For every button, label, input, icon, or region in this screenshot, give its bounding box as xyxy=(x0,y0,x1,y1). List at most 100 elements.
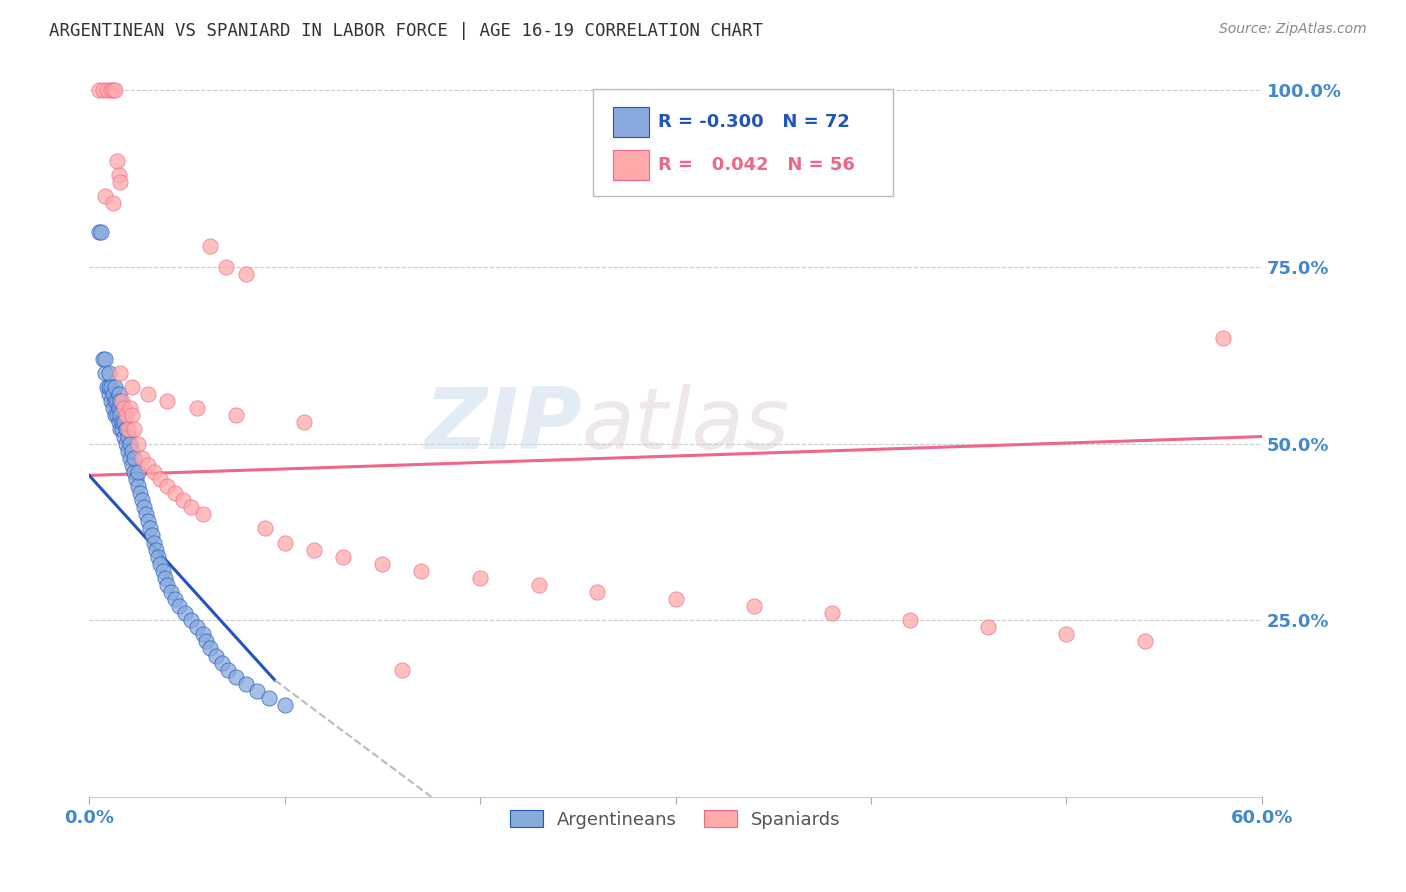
Point xyxy=(122,422,145,436)
Text: ZIP: ZIP xyxy=(425,384,582,467)
Point xyxy=(101,196,124,211)
Point xyxy=(110,409,132,423)
Point xyxy=(1212,331,1234,345)
Point xyxy=(898,613,921,627)
Point xyxy=(110,394,132,409)
Point xyxy=(186,401,208,416)
Point xyxy=(107,401,129,416)
Point xyxy=(94,351,117,366)
Point xyxy=(191,627,214,641)
Point xyxy=(111,422,134,436)
Point xyxy=(215,260,238,274)
Point xyxy=(186,620,208,634)
Text: R = -0.300   N = 72: R = -0.300 N = 72 xyxy=(658,113,849,131)
Point xyxy=(105,154,128,169)
Point xyxy=(977,620,1000,634)
Point xyxy=(148,472,170,486)
Point xyxy=(104,409,127,423)
Point xyxy=(145,542,167,557)
Point xyxy=(135,508,157,522)
Point xyxy=(156,578,179,592)
Point xyxy=(97,387,120,401)
Point xyxy=(97,366,120,380)
Point xyxy=(91,83,114,97)
Point xyxy=(87,225,110,239)
Point xyxy=(273,698,295,712)
Text: atlas: atlas xyxy=(582,384,790,467)
Point xyxy=(107,168,129,182)
Point xyxy=(115,436,138,450)
Point xyxy=(120,450,142,465)
Point xyxy=(97,380,120,394)
Point xyxy=(235,267,257,281)
Point xyxy=(225,409,247,423)
Point xyxy=(132,500,155,515)
Point xyxy=(91,351,114,366)
FancyBboxPatch shape xyxy=(593,88,893,196)
Point xyxy=(110,422,132,436)
Point xyxy=(136,458,159,472)
Point xyxy=(180,500,202,515)
Point xyxy=(167,599,190,613)
Point xyxy=(117,429,139,443)
Point xyxy=(121,409,143,423)
Point xyxy=(195,634,218,648)
Point xyxy=(1133,634,1156,648)
Point xyxy=(156,479,179,493)
Point xyxy=(122,450,145,465)
Point xyxy=(112,401,135,416)
Point xyxy=(142,465,165,479)
Point xyxy=(112,416,135,430)
Point xyxy=(111,394,134,409)
Point xyxy=(136,387,159,401)
Point xyxy=(742,599,765,613)
Point xyxy=(586,585,609,599)
Point xyxy=(120,436,142,450)
Point xyxy=(292,416,315,430)
Legend: Argentineans, Spaniards: Argentineans, Spaniards xyxy=(503,803,848,836)
Point xyxy=(105,409,128,423)
Point xyxy=(100,380,122,394)
FancyBboxPatch shape xyxy=(613,150,648,179)
Point xyxy=(111,416,134,430)
FancyBboxPatch shape xyxy=(613,107,648,136)
Point xyxy=(101,387,124,401)
Text: R =   0.042   N = 56: R = 0.042 N = 56 xyxy=(658,156,855,174)
Point xyxy=(391,663,413,677)
Point xyxy=(246,683,269,698)
Point xyxy=(165,486,187,500)
Point xyxy=(332,549,354,564)
Point xyxy=(110,366,132,380)
Point xyxy=(468,571,491,585)
Point xyxy=(821,606,844,620)
Point xyxy=(273,535,295,549)
Point xyxy=(127,465,149,479)
Point xyxy=(96,83,118,97)
Point xyxy=(160,585,183,599)
Point xyxy=(125,472,148,486)
Point xyxy=(121,443,143,458)
Point xyxy=(411,564,433,578)
Point xyxy=(205,648,228,663)
Point xyxy=(1056,627,1078,641)
Point xyxy=(217,663,239,677)
Point xyxy=(302,542,325,557)
Text: ARGENTINEAN VS SPANIARD IN LABOR FORCE | AGE 16-19 CORRELATION CHART: ARGENTINEAN VS SPANIARD IN LABOR FORCE |… xyxy=(49,22,763,40)
Point xyxy=(104,380,127,394)
Point xyxy=(117,422,139,436)
Point xyxy=(107,387,129,401)
Point xyxy=(107,416,129,430)
Point xyxy=(200,641,222,656)
Point xyxy=(141,528,163,542)
Point xyxy=(117,443,139,458)
Point xyxy=(94,366,117,380)
Point xyxy=(87,83,110,97)
Point xyxy=(101,83,124,97)
Point xyxy=(156,394,179,409)
Point xyxy=(110,175,132,189)
Point xyxy=(127,436,149,450)
Point xyxy=(142,535,165,549)
Point xyxy=(172,493,194,508)
Point xyxy=(155,571,177,585)
Point xyxy=(148,557,170,571)
